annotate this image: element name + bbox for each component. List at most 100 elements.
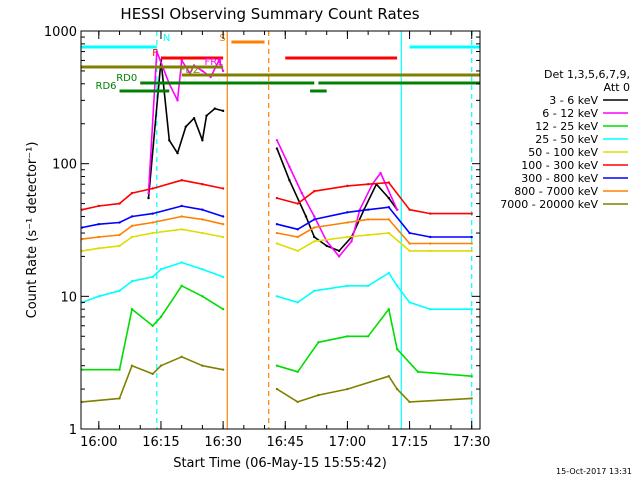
data-point: [118, 233, 121, 237]
series-25-50-kev: [81, 261, 473, 311]
data-point: [118, 202, 121, 205]
data-point: [387, 218, 391, 221]
data-point: [221, 69, 225, 73]
data-point: [325, 244, 328, 248]
data-point: [155, 50, 159, 53]
data-point: [296, 228, 299, 231]
data-point: [130, 235, 134, 239]
legend-label: 50 - 100 keV: [528, 146, 598, 159]
x-tick-label: 16:15: [142, 435, 179, 450]
data-point: [313, 240, 316, 243]
series-50-100-kev: [81, 228, 473, 253]
flag-label: RD6: [96, 81, 117, 92]
data-point: [151, 187, 154, 190]
data-point: [366, 233, 370, 237]
data-point: [151, 324, 154, 327]
data-point: [130, 224, 134, 228]
data-point: [176, 151, 179, 155]
data-point: [221, 368, 225, 371]
series-line-segment: [276, 218, 472, 245]
legend-label: 300 - 800 keV: [521, 172, 598, 185]
legend-label: 800 - 7000 keV: [514, 185, 598, 198]
x-tick-label: 17:00: [329, 435, 366, 450]
data-point: [201, 218, 204, 221]
x-axis-label: Start Time (06-May-15 15:55:42): [173, 456, 387, 471]
data-point: [159, 268, 163, 271]
data-point: [429, 212, 432, 215]
data-point: [130, 307, 134, 311]
data-point: [147, 196, 150, 200]
data-point: [346, 335, 349, 338]
data-point: [366, 218, 370, 221]
footer-timestamp: 15-Oct-2017 13:31: [556, 467, 632, 476]
data-point: [180, 355, 183, 359]
data-point: [221, 187, 225, 190]
data-point: [366, 284, 370, 288]
legend-header-line-2: Att 0: [604, 81, 630, 94]
data-point: [346, 284, 349, 288]
series-line-segment: [276, 232, 472, 252]
series-line-segment: [82, 205, 224, 229]
x-tick-label: 16:30: [204, 435, 241, 450]
data-point: [201, 208, 204, 211]
legend-label: 6 - 12 keV: [542, 107, 598, 120]
data-point: [387, 205, 391, 209]
flag-bar-s: S: [219, 33, 265, 44]
data-point: [151, 275, 154, 279]
data-point: [275, 295, 279, 298]
legend-item-7000-20000-kev: 7000 - 20000 keV: [500, 198, 628, 211]
data-point: [470, 375, 473, 378]
data-point: [337, 249, 341, 253]
data-point: [275, 231, 279, 235]
legend-item-25-50-kev: 25 - 50 keV: [535, 133, 628, 146]
data-point: [346, 235, 349, 239]
data-point: [296, 301, 299, 304]
series-line-segment: [276, 308, 472, 377]
data-point: [429, 307, 432, 311]
x-tick-label: 16:00: [80, 435, 117, 450]
legend-item-12-25-kev: 12 - 25 keV: [535, 120, 628, 133]
data-point: [275, 387, 279, 391]
x-tick-label: 17:15: [391, 435, 428, 450]
data-point: [366, 335, 370, 338]
vertical-markers: [156, 31, 473, 429]
y-tick-label: 1000: [44, 25, 77, 40]
data-point: [416, 370, 420, 373]
data-point: [201, 231, 204, 235]
legend-item-3-6-kev: 3 - 6 keV: [549, 94, 628, 107]
series-300-800-kev: [81, 204, 473, 239]
series-100-300-kev: [81, 179, 473, 215]
data-point: [346, 211, 349, 214]
data-point: [470, 249, 473, 253]
series-line-segment: [82, 215, 224, 240]
data-point: [118, 221, 121, 224]
flag-label: N: [163, 33, 170, 44]
data-point: [317, 341, 320, 344]
data-point: [180, 179, 183, 182]
series-7000-20000-kev: [81, 355, 473, 404]
data-point: [180, 215, 183, 218]
legend-header-line-1: Det 1,3,5,6,7,9,: [544, 68, 630, 81]
flag-bar-fdz: FDZ: [180, 65, 480, 77]
flag-label: FR1: [205, 57, 224, 68]
data-point: [275, 222, 279, 226]
data-point: [151, 212, 154, 215]
data-point: [275, 364, 279, 367]
data-point: [346, 184, 349, 188]
legend-label: 7000 - 20000 keV: [500, 198, 598, 211]
data-point: [221, 235, 225, 239]
data-point: [395, 387, 399, 391]
legend-item-100-300-kev: 100 - 300 keV: [521, 159, 628, 172]
x-tick-label: 17:30: [453, 435, 490, 450]
legend-item-800-7000-kev: 800 - 7000 keV: [514, 185, 628, 198]
flag-bar-f: F: [152, 48, 398, 60]
data-point: [387, 231, 391, 235]
data-point: [159, 315, 163, 319]
series-line-segment: [82, 284, 224, 371]
data-point: [184, 125, 188, 128]
flag-label: S: [219, 33, 225, 44]
y-tick-label: 10: [60, 290, 77, 305]
series-12-25-kev: [81, 284, 473, 378]
data-point: [180, 228, 183, 231]
